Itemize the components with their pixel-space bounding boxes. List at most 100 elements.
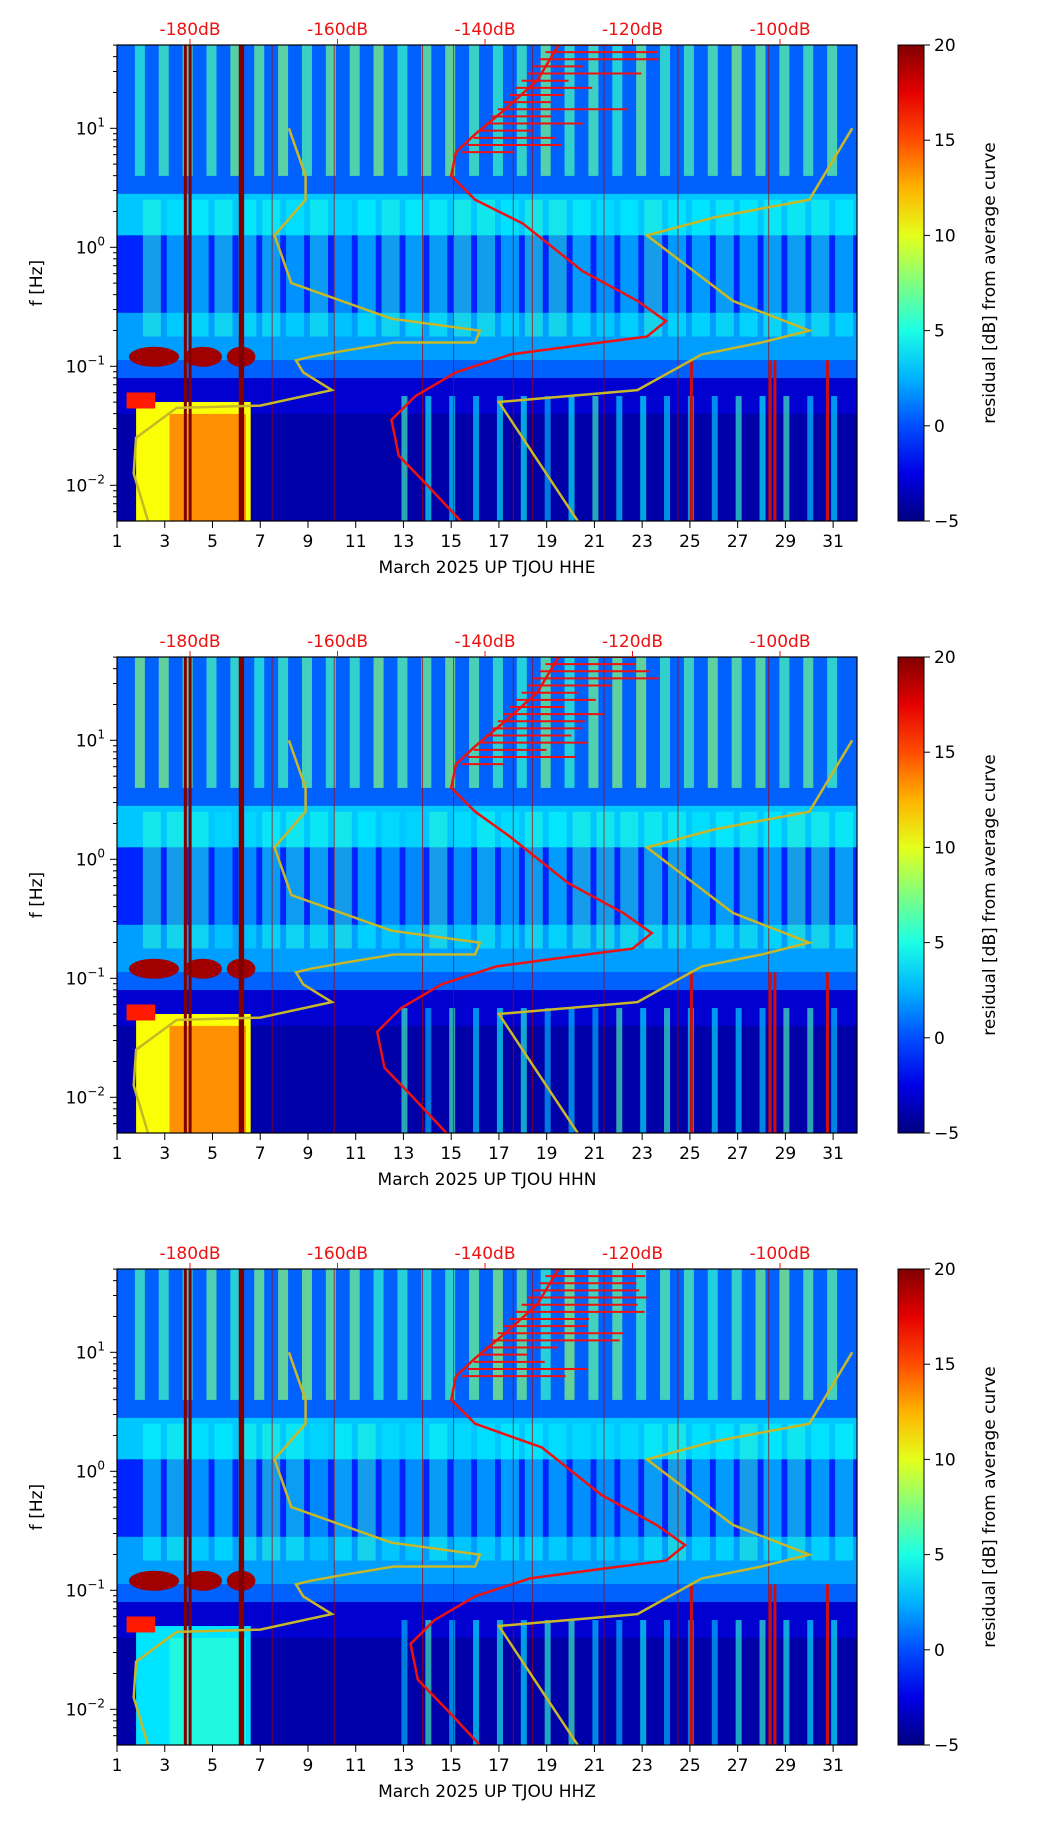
heatmap-streak [381, 811, 400, 949]
y-tick-label: 10−2 [66, 472, 105, 496]
heatmap-streak [453, 811, 472, 949]
colorbar-tick-label: 10 [934, 838, 956, 858]
heatmap-streak [349, 657, 360, 788]
colorbar-tick-label: 5 [934, 322, 945, 342]
heatmap-streak [453, 1423, 472, 1561]
heatmap-streak [425, 396, 432, 521]
heatmap-spike [825, 360, 829, 521]
heatmap-streak [811, 811, 830, 949]
x-tick-label: 19 [536, 1144, 558, 1164]
heatmap-streak [827, 657, 838, 788]
y-tick-label: 101 [76, 115, 105, 139]
heatmap-lowfreq-block [169, 1637, 246, 1745]
heatmap-streak [664, 396, 671, 521]
colorbar-tick-label: 10 [934, 226, 956, 246]
heatmap-streak [735, 1620, 742, 1745]
heatmap-streak [397, 45, 408, 176]
heatmap-streak [520, 396, 527, 521]
heatmap-streak [254, 657, 265, 788]
heatmap-streak [644, 811, 663, 949]
heatmap-spike [768, 1584, 772, 1745]
heatmap-streak [357, 199, 376, 337]
heatmap-event-line [183, 1269, 187, 1745]
colorbar-tick-label: 0 [934, 417, 945, 437]
heatmap-event-line [238, 657, 242, 1133]
top-db-label: -180dB [159, 20, 220, 40]
heatmap-streak [520, 1620, 527, 1745]
noise-model-curve-1 [132, 739, 482, 1133]
heatmap-streak [397, 657, 408, 788]
heatmap-streak [612, 657, 623, 788]
heatmap-streak [429, 811, 448, 949]
heatmap-streak [544, 396, 551, 521]
heatmap-streak [286, 1423, 305, 1561]
heatmap-streak [500, 199, 519, 337]
colorbar-tick-label: 5 [934, 934, 945, 954]
heatmap-streak [831, 1620, 838, 1745]
heatmap-streak [811, 199, 830, 337]
y-tick-label: 100 [76, 234, 105, 258]
heatmap-streak [262, 199, 281, 337]
heatmap-streak [449, 1008, 456, 1133]
x-tick-label: 9 [303, 532, 314, 552]
heatmap-streak [755, 1269, 766, 1400]
heatmap-streak [668, 199, 687, 337]
y-tick-label: 10−2 [66, 1084, 105, 1108]
heatmap-streak [612, 45, 623, 176]
heatmap-streak [787, 811, 806, 949]
heatmap-streak [540, 45, 551, 176]
x-tick-label: 11 [345, 1756, 367, 1776]
heatmap-streak [381, 1423, 400, 1561]
heatmap-streak [715, 811, 734, 949]
x-tick-label: 23 [631, 1756, 653, 1776]
heatmap-streak [807, 1008, 814, 1133]
x-tick-label: 5 [207, 1144, 218, 1164]
heatmap-streak [134, 657, 145, 788]
heatmap-streak [548, 811, 567, 949]
heatmap-streak [309, 199, 328, 337]
heatmap-streak [588, 45, 599, 176]
heatmap-event-line [238, 1269, 242, 1745]
heatmap-event-line [183, 657, 187, 1133]
heatmap-streak [469, 657, 480, 788]
heatmap-streak [544, 1008, 551, 1133]
heatmap-streak [206, 657, 217, 788]
heatmap-microseism [128, 1570, 180, 1591]
top-db-label: -120dB [602, 20, 663, 40]
heatmap-event-line [238, 45, 242, 521]
y-axis-label: f [Hz] [27, 260, 47, 306]
top-db-label: -160dB [307, 1244, 368, 1264]
top-db-label: -180dB [159, 632, 220, 652]
heatmap-streak [166, 199, 185, 337]
heatmap-event-line [183, 45, 187, 521]
x-tick-label: 17 [488, 1756, 510, 1776]
heatmap-streak [668, 1423, 687, 1561]
colorbar-tick-label: 5 [934, 1546, 945, 1566]
top-db-label: -160dB [307, 20, 368, 40]
heatmap-streak [739, 811, 758, 949]
heatmap-streak [683, 1269, 694, 1400]
heatmap-streak [449, 396, 456, 521]
heatmap-streak [492, 45, 503, 176]
heatmap-streak [596, 1423, 615, 1561]
heatmap-streak [787, 1423, 806, 1561]
colorbar-tick-label: 20 [934, 648, 956, 668]
heatmap-streak [333, 199, 352, 337]
x-tick-label: 15 [440, 1756, 462, 1776]
heatmap-event-line [188, 657, 192, 1133]
heatmap-streak [429, 1423, 448, 1561]
heatmap-streak [568, 396, 575, 521]
heatmap-streak [190, 811, 209, 949]
heatmap-band [117, 1269, 857, 1418]
heatmap-streak [783, 1620, 790, 1745]
top-db-label: -100dB [749, 1244, 810, 1264]
heatmap-streak [683, 657, 694, 788]
heatmap-streak [664, 1620, 671, 1745]
heatmap-event-line [241, 1269, 245, 1745]
x-tick-label: 29 [775, 1756, 797, 1776]
colorbar-tick-label: 15 [934, 743, 956, 763]
heatmap-streak [469, 1269, 480, 1400]
heatmap-streak [445, 1269, 456, 1400]
